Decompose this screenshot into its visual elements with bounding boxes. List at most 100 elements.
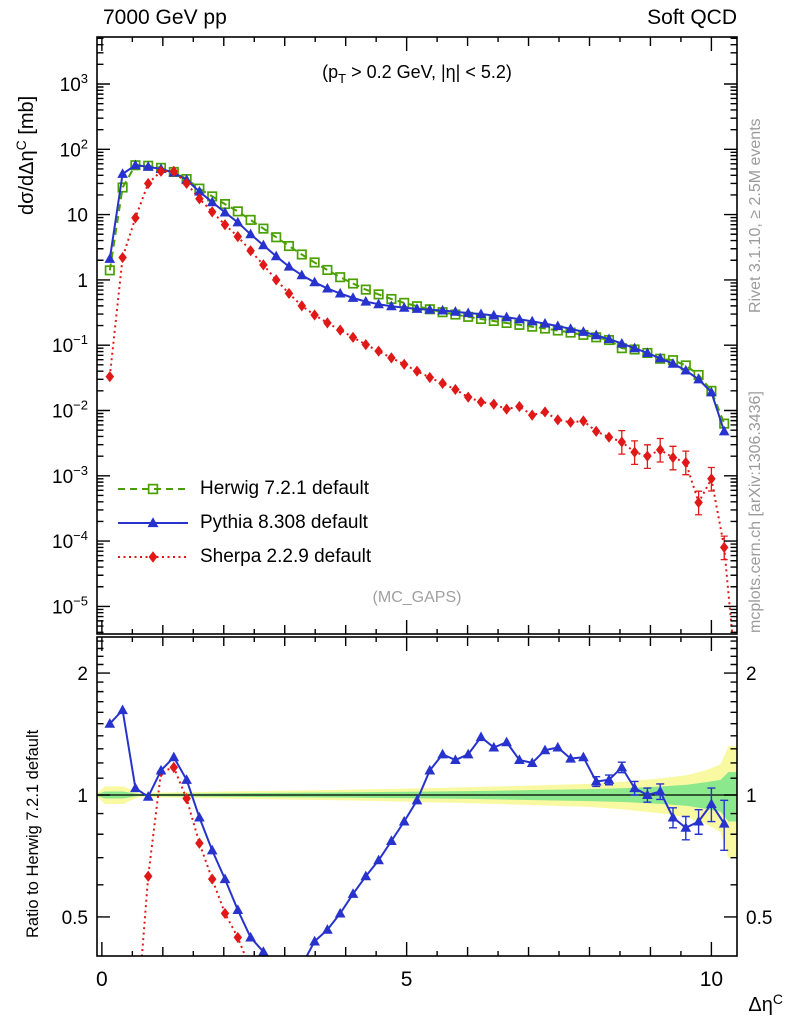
sherpa-marker: [655, 444, 665, 456]
x-tick-label: 5: [401, 968, 413, 991]
sherpa-marker: [425, 371, 435, 384]
main-y-axis-label-unit: [mb]: [16, 95, 38, 141]
herwig-marker: [335, 272, 346, 283]
ratio-y-tick-label-right: 2: [746, 664, 757, 685]
pythia-marker: [680, 364, 692, 375]
sherpa-marker: [182, 792, 191, 805]
herwig-marker: [347, 278, 359, 289]
legend-item-sherpa: Sherpa 2.2.9 default: [116, 540, 371, 574]
x-axis-label: ΔηC: [698, 991, 783, 1017]
pythia-marker: [232, 216, 244, 227]
sherpa-marker: [694, 496, 703, 509]
x-axis-ticks: [101, 637, 713, 956]
cut-annotation-text: (p: [322, 62, 339, 82]
pythia-marker: [232, 904, 244, 915]
pythia-marker: [411, 303, 423, 313]
pythia-marker: [283, 260, 295, 271]
sherpa-marker: [182, 177, 191, 190]
pythia-marker: [514, 754, 525, 765]
pythia-marker: [322, 924, 333, 934]
sherpa-marker: [207, 873, 217, 885]
sherpa-marker: [143, 870, 153, 882]
pythia-marker: [245, 931, 256, 942]
pythia-marker: [642, 789, 653, 800]
sherpa-marker: [374, 345, 383, 357]
sherpa-marker: [579, 415, 588, 427]
sherpa-marker: [399, 358, 409, 370]
herwig-legend-marker-icon: [118, 483, 188, 495]
pythia-marker: [386, 835, 397, 846]
legend-label: Sherpa 2.2.9 default: [200, 546, 372, 567]
sherpa-marker: [591, 425, 601, 437]
pythia-marker: [117, 168, 128, 178]
sherpa-curve: [105, 165, 729, 561]
pythia-marker: [616, 337, 628, 348]
sherpa-marker: [361, 339, 371, 351]
pythia-marker: [539, 318, 551, 328]
sherpa-marker: [643, 450, 652, 462]
pythia-marker: [258, 239, 269, 250]
y-tick-label: 10−2: [52, 398, 88, 423]
pythia-marker: [219, 206, 231, 217]
sherpa-marker: [259, 259, 268, 271]
sherpa-marker: [169, 165, 179, 177]
sherpa-marker: [323, 317, 332, 329]
pythia-marker: [322, 282, 333, 293]
pythia-marker: [642, 347, 653, 358]
y-tick-label: 10−5: [52, 593, 88, 618]
cut-annotation-subscript: T: [338, 71, 347, 86]
pythia-marker: [616, 761, 628, 772]
pythia-marker: [334, 907, 346, 918]
sherpa-marker: [515, 400, 524, 413]
herwig-marker: [283, 240, 295, 252]
pythia-marker: [424, 764, 436, 775]
main-y-axis-label-sup: C: [13, 140, 29, 151]
pythia-marker: [706, 798, 717, 809]
x-axis-label-text: Δη: [748, 994, 773, 1016]
pythia-marker: [398, 302, 410, 312]
pythia-marker: [667, 358, 679, 368]
pythia-marker: [667, 811, 679, 822]
pythia-marker: [168, 751, 180, 762]
main-y-axis-label: dσ/dΔηC [mb]: [13, 95, 39, 215]
herwig-marker: [232, 206, 243, 217]
pythia-marker: [590, 775, 602, 786]
pythia-marker: [603, 333, 615, 344]
sherpa-marker: [438, 377, 447, 390]
sherpa-marker: [105, 371, 115, 383]
ratio-y-axis-ticks: [97, 640, 737, 918]
herwig-marker: [309, 257, 320, 268]
sherpa-marker: [118, 251, 127, 264]
pythia-marker: [526, 315, 538, 326]
pythia-marker: [629, 782, 640, 793]
sherpa-marker: [169, 761, 179, 773]
pythia-marker: [501, 736, 512, 747]
herwig-marker: [322, 264, 333, 276]
pythia-marker: [398, 815, 410, 826]
sherpa-marker: [335, 324, 345, 336]
sherpa-marker: [143, 177, 153, 190]
pythia-marker: [270, 250, 282, 261]
herwig-marker: [360, 284, 371, 295]
pythia-marker: [475, 308, 487, 319]
pythia-marker: [181, 774, 192, 784]
pythia-marker: [718, 817, 730, 828]
pythia-marker: [206, 196, 218, 207]
y-tick-label: 1: [77, 271, 88, 292]
page-title-right: Soft QCD: [647, 6, 737, 29]
sherpa-marker: [131, 212, 140, 224]
pythia-marker: [347, 888, 359, 898]
pythia-marker: [552, 320, 564, 331]
sherpa-marker: [412, 365, 422, 377]
analysis-watermark: (MC_GAPS): [372, 589, 462, 606]
herwig-marker: [245, 214, 256, 225]
sherpa-marker: [284, 287, 294, 300]
page-title-left: 7000 GeV pp: [103, 6, 227, 29]
sherpa-marker: [207, 206, 217, 218]
herwig-marker: [296, 249, 307, 260]
pythia-marker: [514, 313, 525, 324]
ratio-y-axis-label: Ratio to Herwig 7.2.1 default: [24, 729, 42, 938]
x-axis-label-sup: C: [772, 991, 783, 1007]
herwig-marker: [258, 223, 269, 234]
pythia-marker: [104, 718, 116, 728]
